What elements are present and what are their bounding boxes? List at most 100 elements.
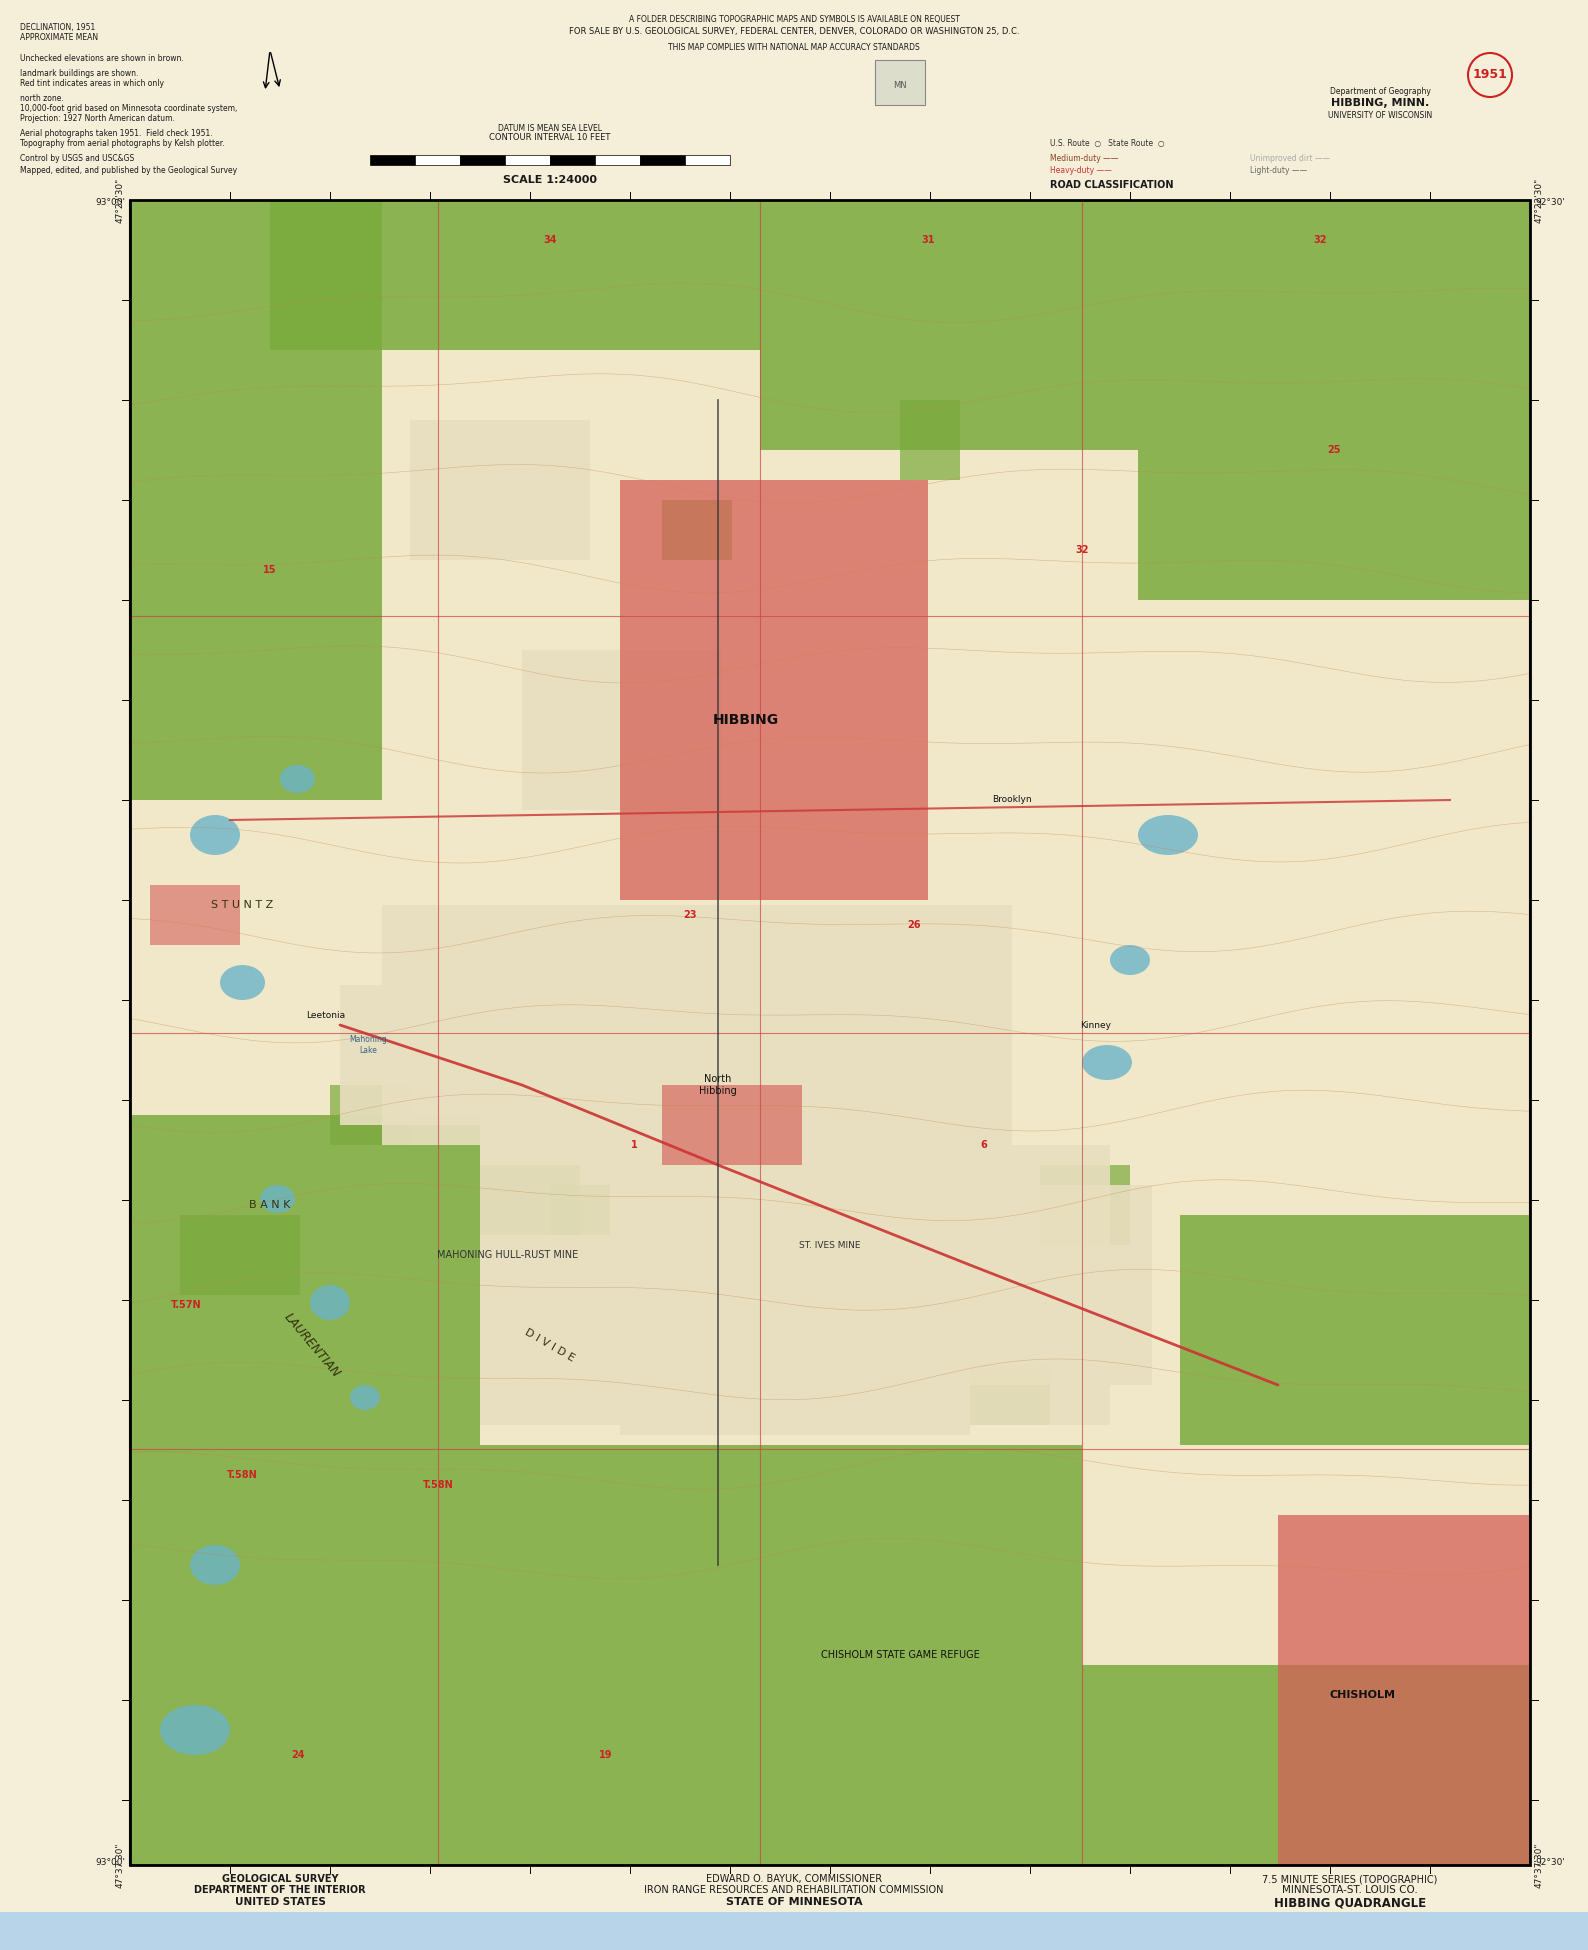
Bar xyxy=(684,154,730,166)
Text: Red tint indicates areas in which only: Red tint indicates areas in which only xyxy=(21,80,164,88)
Text: MINNESOTA-ST. LOUIS CO.: MINNESOTA-ST. LOUIS CO. xyxy=(1282,1886,1418,1895)
Ellipse shape xyxy=(279,764,314,794)
Text: S T U N T Z: S T U N T Z xyxy=(211,901,273,911)
Bar xyxy=(130,1115,480,1445)
Bar xyxy=(900,400,961,480)
Text: DECLINATION, 1951: DECLINATION, 1951 xyxy=(21,23,95,31)
Bar xyxy=(130,201,383,800)
Ellipse shape xyxy=(191,1544,240,1585)
Text: Department of Geography: Department of Geography xyxy=(1329,88,1431,96)
Bar xyxy=(410,419,591,560)
Ellipse shape xyxy=(1110,946,1150,975)
Text: Heavy-duty ——: Heavy-duty —— xyxy=(1050,166,1112,175)
Text: Projection: 1927 North American datum.: Projection: 1927 North American datum. xyxy=(21,113,175,123)
Ellipse shape xyxy=(260,1186,295,1213)
Text: T.57N: T.57N xyxy=(170,1301,202,1310)
Text: North
Hibbing: North Hibbing xyxy=(699,1074,737,1096)
Bar xyxy=(0,0,1588,201)
Bar xyxy=(480,1145,1110,1425)
Bar xyxy=(179,1215,300,1295)
Bar xyxy=(662,1084,802,1164)
Text: ST. IVES MINE: ST. IVES MINE xyxy=(799,1240,861,1250)
Text: Unimproved dirt ——: Unimproved dirt —— xyxy=(1250,154,1331,164)
Text: 6: 6 xyxy=(981,1141,988,1150)
Bar xyxy=(270,201,761,349)
Text: Kinney: Kinney xyxy=(1080,1020,1112,1030)
Text: MAHONING HULL-RUST MINE: MAHONING HULL-RUST MINE xyxy=(437,1250,578,1260)
Text: IRON RANGE RESOURCES AND REHABILITATION COMMISSION: IRON RANGE RESOURCES AND REHABILITATION … xyxy=(645,1886,943,1895)
Text: Brooklyn: Brooklyn xyxy=(992,796,1032,805)
Bar xyxy=(522,649,723,809)
Text: MN: MN xyxy=(892,80,907,90)
Text: DEPARTMENT OF THE INTERIOR: DEPARTMENT OF THE INTERIOR xyxy=(194,1886,365,1895)
Text: 24: 24 xyxy=(291,1749,305,1761)
Bar xyxy=(640,154,684,166)
Bar xyxy=(461,154,505,166)
Text: 32: 32 xyxy=(1313,236,1326,246)
Text: 15: 15 xyxy=(264,566,276,575)
Bar xyxy=(761,201,1139,450)
Bar xyxy=(1180,1215,1529,1445)
Text: HIBBING QUADRANGLE: HIBBING QUADRANGLE xyxy=(1274,1897,1426,1909)
Bar xyxy=(619,1314,970,1435)
Text: LAURENTIAN: LAURENTIAN xyxy=(281,1310,343,1381)
Bar xyxy=(383,905,1012,1145)
Text: SCALE 1:24000: SCALE 1:24000 xyxy=(503,176,597,185)
Text: UNIVERSITY OF WISCONSIN: UNIVERSITY OF WISCONSIN xyxy=(1328,111,1432,121)
Text: 93°00': 93°00' xyxy=(95,1858,125,1866)
Text: 47°37'30": 47°37'30" xyxy=(116,1843,125,1888)
Text: Leetonia: Leetonia xyxy=(306,1010,346,1020)
Text: 10,000-foot grid based on Minnesota coordinate system,: 10,000-foot grid based on Minnesota coor… xyxy=(21,103,237,113)
Bar xyxy=(662,499,732,560)
Bar xyxy=(802,1445,1081,1864)
Text: 19: 19 xyxy=(599,1749,613,1761)
Ellipse shape xyxy=(1081,1045,1132,1080)
Bar xyxy=(0,1913,1588,1950)
Text: EDWARD O. BAYUK, COMMISSIONER: EDWARD O. BAYUK, COMMISSIONER xyxy=(707,1874,881,1884)
Bar xyxy=(1081,1665,1529,1864)
Bar xyxy=(414,154,461,166)
Bar xyxy=(149,885,240,946)
Text: north zone.: north zone. xyxy=(21,94,64,103)
Text: Topography from aerial photographs by Kelsh plotter.: Topography from aerial photographs by Ke… xyxy=(21,138,224,148)
Bar xyxy=(130,1445,802,1864)
Ellipse shape xyxy=(160,1704,230,1755)
Text: D I V I D E: D I V I D E xyxy=(524,1326,576,1363)
Text: landmark buildings are shown.: landmark buildings are shown. xyxy=(21,68,138,78)
Text: UNITED STATES: UNITED STATES xyxy=(235,1897,326,1907)
Text: 92°30': 92°30' xyxy=(1536,1858,1564,1866)
Text: 31: 31 xyxy=(921,236,935,246)
Text: ROAD CLASSIFICATION: ROAD CLASSIFICATION xyxy=(1050,179,1174,189)
Text: 23: 23 xyxy=(683,911,697,920)
Bar xyxy=(970,1365,1050,1425)
Bar xyxy=(505,154,549,166)
Text: APPROXIMATE MEAN: APPROXIMATE MEAN xyxy=(21,33,98,43)
Text: Aerial photographs taken 1951.  Field check 1951.: Aerial photographs taken 1951. Field che… xyxy=(21,129,213,138)
Bar xyxy=(370,154,414,166)
Text: DATUM IS MEAN SEA LEVEL: DATUM IS MEAN SEA LEVEL xyxy=(499,125,602,133)
Text: Light-duty ——: Light-duty —— xyxy=(1250,166,1307,175)
Text: 93°00': 93°00' xyxy=(95,199,125,207)
Bar xyxy=(330,1084,410,1145)
Bar xyxy=(130,201,1529,1864)
Ellipse shape xyxy=(221,965,265,1000)
Bar xyxy=(1278,1515,1529,1864)
Text: 47°37'30": 47°37'30" xyxy=(1536,1843,1544,1888)
Text: 92°30': 92°30' xyxy=(1536,199,1564,207)
Text: Medium-duty ——: Medium-duty —— xyxy=(1050,154,1118,164)
Text: THIS MAP COMPLIES WITH NATIONAL MAP ACCURACY STANDARDS: THIS MAP COMPLIES WITH NATIONAL MAP ACCU… xyxy=(669,43,919,53)
Text: GEOLOGICAL SURVEY: GEOLOGICAL SURVEY xyxy=(222,1874,338,1884)
Text: FOR SALE BY U.S. GEOLOGICAL SURVEY, FEDERAL CENTER, DENVER, COLORADO OR WASHINGT: FOR SALE BY U.S. GEOLOGICAL SURVEY, FEDE… xyxy=(569,27,1019,35)
Bar xyxy=(1139,201,1529,601)
Text: CHISHOLM STATE GAME REFUGE: CHISHOLM STATE GAME REFUGE xyxy=(821,1650,980,1659)
Text: U.S. Route  ○   State Route  ○: U.S. Route ○ State Route ○ xyxy=(1050,138,1164,148)
Text: Mapped, edited, and published by the Geological Survey: Mapped, edited, and published by the Geo… xyxy=(21,166,237,175)
Text: 1951: 1951 xyxy=(1472,68,1507,82)
Ellipse shape xyxy=(349,1384,380,1410)
Text: CHISHOLM: CHISHOLM xyxy=(1329,1691,1394,1700)
Text: 7.5 MINUTE SERIES (TOPOGRAPHIC): 7.5 MINUTE SERIES (TOPOGRAPHIC) xyxy=(1262,1874,1437,1884)
Text: A FOLDER DESCRIBING TOPOGRAPHIC MAPS AND SYMBOLS IS AVAILABLE ON REQUEST: A FOLDER DESCRIBING TOPOGRAPHIC MAPS AND… xyxy=(629,16,959,23)
Bar xyxy=(549,1186,610,1234)
Text: Unchecked elevations are shown in brown.: Unchecked elevations are shown in brown. xyxy=(21,55,184,62)
Text: 1: 1 xyxy=(630,1141,637,1150)
